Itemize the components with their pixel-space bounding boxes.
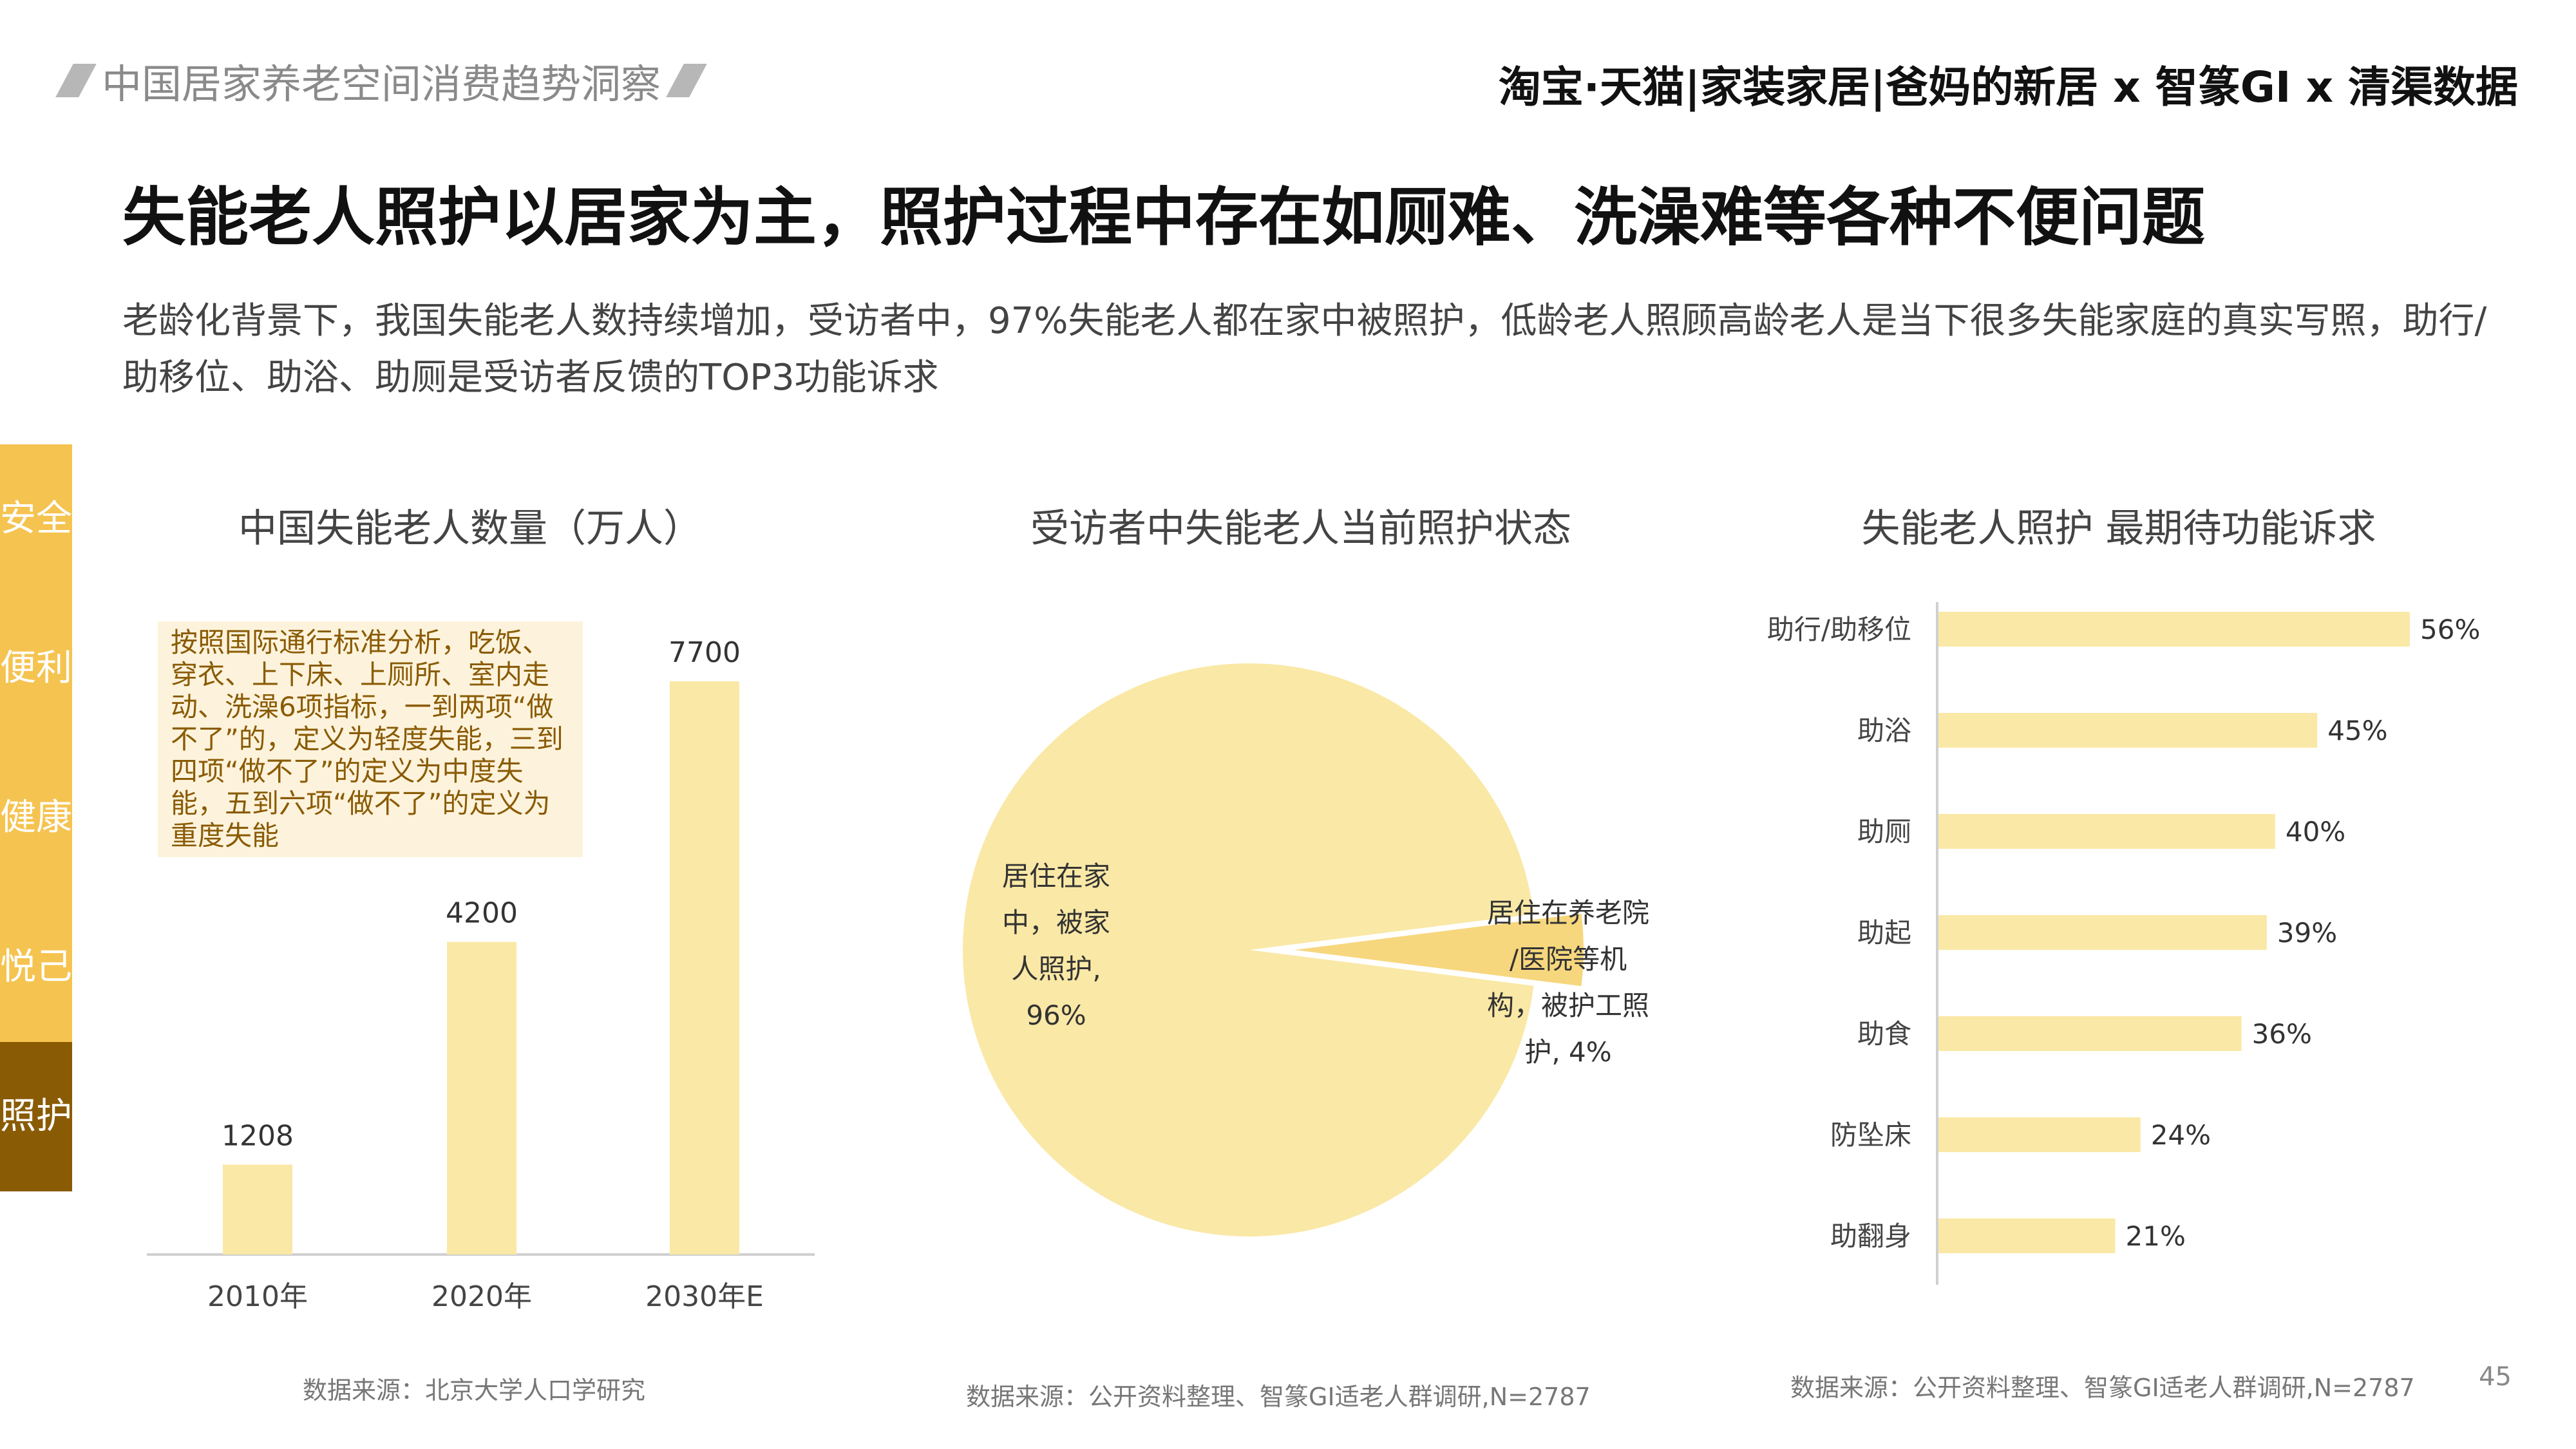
side-nav: 安全 便利 健康 悦己 照护 <box>0 444 72 1191</box>
chart3-title: 失能老人照护 最期待功能诉求 <box>1861 506 2376 551</box>
data-label: 1208 <box>222 1119 294 1152</box>
nav-label: 便利 <box>0 647 72 689</box>
side-nav-item-safety[interactable]: 安全 <box>0 444 72 594</box>
side-nav-item-care[interactable]: 照护 <box>0 1042 72 1191</box>
nav-label: 安全 <box>0 498 72 540</box>
bar <box>670 681 739 1255</box>
side-nav-item-pleasure[interactable]: 悦己 <box>0 893 72 1042</box>
x-tick-label: 2020年 <box>431 1280 532 1313</box>
page-number: 45 <box>2479 1362 2512 1392</box>
bar <box>447 942 516 1255</box>
chart3-source: 数据来源：公开资料整理、智篆GI适老人群调研,N=2787 <box>1790 1374 2415 1402</box>
definition-note: 按照国际通行标准分析，吃饭、穿衣、上下床、上厕所、室内走动、洗澡6项指标，一到两… <box>158 621 583 857</box>
chart1-title: 中国失能老人数量（万人） <box>238 506 702 551</box>
chart2-title: 受访者中失能老人当前照护状态 <box>1030 506 1571 551</box>
report-title: 中国居家养老空间消费趋势洞察 <box>55 52 707 109</box>
subtitle: 老龄化背景下，我国失能老人数持续增加，受访者中，97%失能老人都在家中被照护，低… <box>122 300 2487 399</box>
data-label: 7700 <box>668 636 741 669</box>
side-nav-item-health[interactable]: 健康 <box>0 743 72 893</box>
data-label: 4200 <box>446 897 518 930</box>
chart1-source: 数据来源：北京大学人口学研究 <box>303 1376 646 1405</box>
bar <box>223 1164 292 1255</box>
x-tick-label: 2030年E <box>645 1280 764 1313</box>
partner-logos: 淘宝·天猫|家装家居|爸妈的新居 x 智篆GI x 清渠数据 <box>1498 62 2518 112</box>
report-title-text: 中国居家养老空间消费趋势洞察 <box>102 61 661 108</box>
nav-label: 健康 <box>0 797 72 838</box>
chart2-source: 数据来源：公开资料整理、智篆GI适老人群调研,N=2787 <box>966 1383 1591 1411</box>
headline: 失能老人照护以居家为主，照护过程中存在如厕难、洗澡难等各种不便问题 <box>122 181 2206 254</box>
nav-label: 照护 <box>0 1095 72 1137</box>
side-nav-item-convenience[interactable]: 便利 <box>0 594 72 743</box>
x-tick-label: 2010年 <box>207 1280 308 1313</box>
nav-label: 悦己 <box>0 946 72 988</box>
